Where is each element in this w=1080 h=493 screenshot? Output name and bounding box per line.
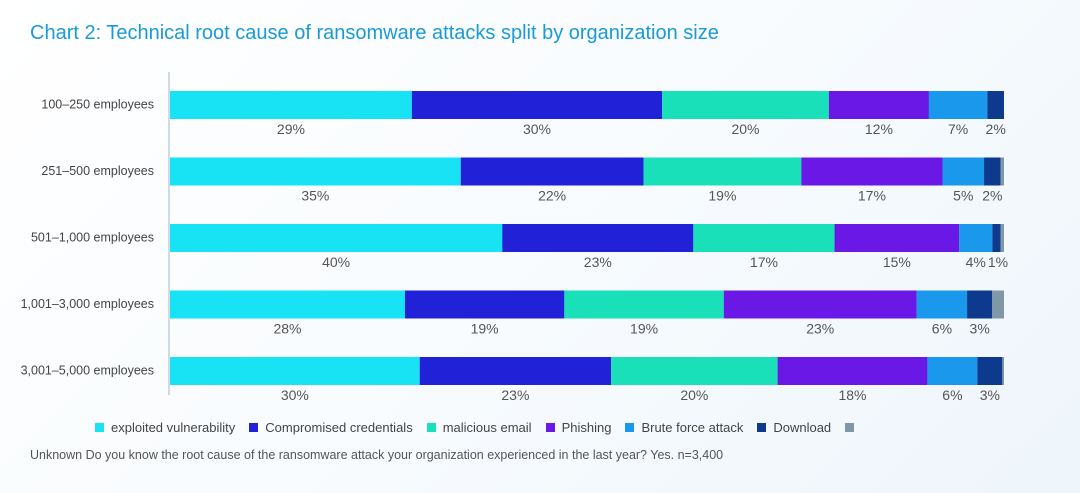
bar-segment [959, 224, 993, 252]
bar-segment [170, 157, 461, 186]
data-label: 3% [980, 387, 1000, 403]
bar-segment [828, 91, 929, 119]
category-label: 3,001–5,000 employees [21, 363, 154, 377]
bar-segment [564, 290, 724, 319]
category-label: 1,001–3,000 employees [21, 297, 154, 311]
category-label: 251–500 employees [41, 164, 154, 178]
data-label: 30% [523, 121, 551, 137]
legend-swatch [545, 423, 555, 432]
legend-swatch [845, 423, 855, 432]
bar-segment [662, 91, 829, 119]
legend-label: exploited vulnerability [111, 420, 236, 435]
legend-item: malicious email [426, 420, 532, 435]
bar-segment [419, 357, 612, 385]
bar-segment [977, 357, 1003, 385]
bar-segment [1000, 157, 1004, 186]
bar-segment [693, 224, 835, 252]
legend-item: Brute force attack [625, 420, 743, 435]
bar-segment [777, 357, 928, 385]
data-label: 2% [986, 121, 1006, 137]
data-label: 6% [932, 321, 952, 337]
data-label: 23% [501, 387, 529, 403]
data-label: 17% [858, 188, 886, 204]
data-label: 1% [988, 254, 1008, 270]
bar-segment [1002, 357, 1004, 385]
bar-segment [927, 357, 978, 385]
footnote: Unknown Do you know the root cause of th… [30, 448, 724, 462]
category-label: 501–1,000 employees [31, 230, 154, 244]
legend-label: Download [773, 420, 832, 435]
bar-segment [170, 290, 405, 319]
bar-segment [611, 357, 778, 385]
bar-segment [170, 357, 420, 385]
data-label: 7% [948, 121, 968, 137]
bar-segment [411, 91, 663, 119]
data-label: 17% [750, 254, 778, 270]
legend-swatch [426, 423, 436, 432]
bar-segment [987, 91, 1004, 119]
legend-swatch [95, 423, 104, 432]
bar-segment [992, 290, 1004, 319]
legend-item [845, 423, 861, 432]
data-label: 3% [970, 321, 990, 337]
bar-segment [1000, 224, 1004, 252]
legend-label: malicious email [442, 420, 532, 435]
bar-segment [801, 157, 943, 186]
data-label: 20% [731, 121, 759, 137]
legend-label: Phishing [561, 420, 612, 435]
bar-segment [942, 157, 985, 186]
data-label: 6% [942, 387, 962, 403]
bar-segment [502, 224, 694, 252]
data-label: 35% [301, 188, 329, 204]
data-label: 22% [538, 188, 566, 204]
legend-swatch [249, 423, 259, 432]
bar-segment [170, 224, 503, 252]
bar-segment [404, 290, 565, 319]
data-label: 19% [630, 321, 658, 337]
data-label: 18% [838, 387, 866, 403]
data-label: 23% [806, 321, 834, 337]
data-label: 12% [865, 121, 893, 137]
legend-swatch [625, 423, 635, 432]
bar-segment [916, 290, 968, 319]
data-label: 19% [708, 188, 736, 204]
data-label: 2% [982, 188, 1002, 204]
data-label: 23% [584, 254, 612, 270]
bar-segment [928, 91, 988, 119]
legend-item: Compromised credentials [249, 420, 413, 435]
legend-item: Phishing [545, 420, 612, 435]
chart-title: Chart 2: Technical root cause of ransomw… [30, 22, 719, 44]
bar-segment [967, 290, 993, 319]
data-label: 15% [883, 254, 911, 270]
bar-segment [170, 91, 412, 119]
data-label: 5% [953, 188, 973, 204]
bar-segment [460, 157, 644, 186]
data-label: 28% [273, 321, 301, 337]
legend-swatch [757, 423, 767, 432]
data-label: 19% [471, 321, 499, 337]
data-label: 29% [277, 121, 305, 137]
data-label: 40% [322, 254, 350, 270]
legend-label: Compromised credentials [265, 420, 413, 435]
legend: exploited vulnerability Compromised crede… [95, 420, 875, 435]
data-label: 20% [680, 387, 708, 403]
bar-segment [984, 157, 1001, 186]
bar-segment [992, 224, 1001, 252]
bar-segment [834, 224, 960, 252]
legend-item: Download [757, 420, 831, 435]
category-label: 100–250 employees [41, 97, 154, 111]
data-label: 4% [966, 254, 986, 270]
bar-segment [643, 157, 802, 186]
legend-item: exploited vulnerability [95, 420, 235, 435]
bar-segment [723, 290, 917, 319]
legend-label: Brute force attack [641, 420, 744, 435]
data-label: 30% [281, 387, 309, 403]
